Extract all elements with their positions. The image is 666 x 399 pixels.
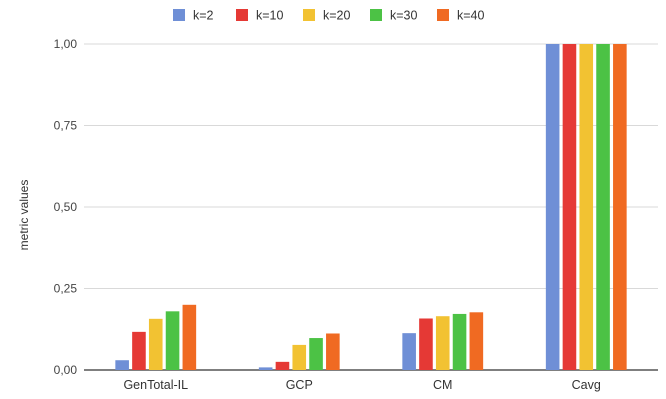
legend-label: k=40 — [457, 9, 485, 23]
y-tick-label: 0,75 — [54, 119, 78, 133]
y-tick-label: 0,50 — [54, 200, 78, 214]
bar-k20-gcp — [292, 344, 307, 370]
legend-label: k=20 — [323, 9, 351, 23]
y-axis-title: metric values — [17, 180, 31, 251]
x-category-label: CM — [433, 378, 452, 392]
bar-k2-gentotalil — [115, 360, 129, 370]
bar-k40-gentotalil — [182, 304, 197, 370]
bar-k30-cm — [452, 313, 467, 370]
gridlines — [84, 43, 658, 371]
y-tick-label: 1,00 — [54, 37, 78, 51]
bar-k20-cavg — [579, 44, 594, 370]
bar-k40-cm — [469, 312, 484, 370]
legend-label: k=30 — [390, 9, 418, 23]
legend-swatch — [437, 9, 449, 21]
legend: k=2 k=10 k=20 k=30 k=40 — [173, 9, 485, 23]
y-tick-label: 0,00 — [54, 363, 78, 377]
legend-label: k=2 — [193, 9, 214, 23]
legend-label: k=10 — [256, 9, 284, 23]
bar-k10-gcp — [275, 361, 290, 370]
bar-k2-cavg — [545, 44, 560, 370]
legend-swatch — [370, 9, 382, 21]
y-tick-label: 0,25 — [54, 282, 78, 296]
x-category-label: GCP — [286, 378, 313, 392]
legend-swatch — [303, 9, 315, 21]
bar-k20-gentotalil — [148, 318, 163, 370]
bars — [115, 44, 627, 370]
bar-k30-gentotalil — [165, 311, 180, 370]
bar-k2-cm — [402, 333, 416, 370]
bar-k10-gentotalil — [132, 331, 146, 370]
x-category-label: Cavg — [572, 378, 601, 392]
bar-k2-gcp — [258, 367, 273, 370]
x-category-label: GenTotal-IL — [123, 378, 188, 392]
bar-k40-cavg — [613, 44, 627, 370]
bar-k10-cavg — [562, 44, 577, 370]
x-axis-labels: GenTotal-IL GCP CM Cavg — [123, 378, 600, 392]
bar-k40-gcp — [326, 333, 340, 370]
legend-swatch — [173, 9, 185, 21]
bar-k10-cm — [419, 318, 433, 370]
bar-k30-cavg — [596, 44, 610, 370]
bar-k20-cm — [435, 316, 450, 370]
bar-k30-gcp — [309, 338, 323, 370]
y-axis-ticks: 0,00 0,25 0,50 0,75 1,00 — [54, 37, 78, 377]
legend-swatch — [236, 9, 248, 21]
